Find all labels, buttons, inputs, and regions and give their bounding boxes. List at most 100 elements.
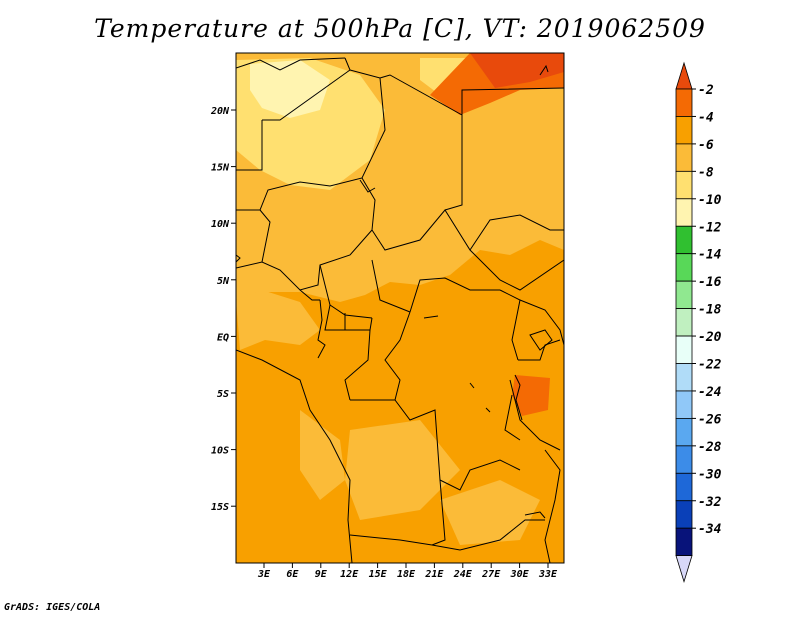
field-zone-warmest-northeast (470, 53, 564, 88)
border-line (409, 277, 500, 313)
legend-swatch (675, 417, 693, 447)
border-line (431, 519, 545, 551)
lake-outline (529, 329, 553, 351)
credit-text: GrADS: IGES/COLA (4, 602, 101, 613)
border-line (518, 339, 561, 361)
border-line (499, 289, 521, 361)
lon-tick-label: 27E (481, 569, 501, 580)
border-line (469, 214, 564, 251)
border-line (371, 259, 411, 313)
lat-tick-label: 15S (211, 502, 229, 513)
border-line (344, 329, 371, 401)
lake-outline (469, 382, 475, 389)
border-line (509, 379, 561, 451)
legend-swatch (675, 472, 693, 502)
legend-label: -8 (698, 165, 714, 180)
lat-tick-label: 20N (210, 106, 230, 117)
field-zone-light-southeast (345, 420, 460, 520)
legend-swatch (675, 116, 693, 145)
border-line (384, 311, 411, 401)
legend-arrow-top (675, 61, 693, 90)
legend-label: -14 (698, 248, 722, 263)
lon-tick-label: 15E (369, 569, 388, 580)
border-line (539, 64, 549, 76)
legend-swatch (675, 308, 693, 337)
legend-label: -32 (698, 495, 722, 510)
lat-tick-label: 10N (211, 219, 230, 230)
legend-swatch (675, 335, 693, 364)
border-line (319, 264, 373, 319)
lon-tick-label: 30E (510, 569, 530, 580)
lon-tick-label: 33E (538, 569, 558, 580)
legend-label: -22 (698, 358, 722, 373)
legend-swatch (675, 198, 693, 227)
border-line (259, 209, 271, 263)
legend-swatch (675, 88, 693, 117)
legend-label: -10 (698, 193, 722, 208)
legend-swatch (675, 280, 693, 309)
legend-swatch (675, 445, 693, 474)
lon-tick-label: 3E (257, 569, 271, 580)
border-line (349, 69, 463, 211)
legend-label: -28 (698, 440, 722, 455)
border-line (236, 229, 373, 291)
longitude-ticks: 3E 6E 9E 12E 15E 18E 21E 24E 27E 30E 33E (257, 563, 558, 580)
lon-tick-label: 21E (424, 569, 444, 580)
legend-swatch (675, 170, 693, 200)
lon-tick-label: 9E (315, 569, 328, 580)
field-zone-light-west (236, 290, 320, 350)
border-line (519, 299, 564, 346)
border-line (461, 87, 564, 115)
lake-outline (485, 407, 491, 413)
lat-tick-label: 10S (211, 446, 229, 457)
lat-tick-label: EQ (217, 332, 229, 343)
lake-outline (524, 511, 546, 519)
coastline (236, 254, 241, 263)
legend-swatch (675, 500, 693, 529)
legend-label: -24 (698, 385, 722, 400)
country-borders (236, 57, 564, 563)
lon-tick-label: 24E (453, 569, 473, 580)
legend-label: -6 (698, 138, 714, 153)
legend-arrow-bottom (675, 555, 693, 584)
field-zone-warm-east (512, 375, 550, 416)
lat-tick-label: 15N (211, 163, 230, 174)
lon-tick-label: 6E (286, 569, 299, 580)
coastline (317, 299, 326, 359)
coastline (299, 289, 320, 301)
border-line (371, 209, 564, 291)
lon-tick-label: 18E (397, 569, 416, 580)
legend-swatch (675, 390, 693, 419)
legend-label: -20 (698, 330, 722, 345)
latitude-ticks: 20N 15N 10N 5N EQ 5S 10S 15S (210, 106, 236, 513)
border-line (262, 57, 351, 121)
coastline (236, 349, 353, 563)
border-line (361, 177, 376, 231)
lake-outline (423, 315, 439, 319)
border-line (236, 77, 386, 211)
border-line (544, 449, 561, 563)
border-line (236, 57, 346, 71)
lat-tick-label: 5S (217, 389, 229, 400)
lon-tick-label: 12E (340, 569, 359, 580)
legend-label: -12 (698, 220, 722, 235)
border-line (431, 479, 446, 546)
legend-label: -2 (698, 83, 714, 98)
border-line (359, 179, 376, 193)
lake-outline (514, 374, 523, 421)
field-zone-palest (250, 60, 330, 118)
legend-swatch (675, 143, 693, 172)
field-zone-light-east (440, 480, 540, 545)
legend-label: -16 (698, 275, 722, 290)
legend-label: -34 (698, 522, 722, 537)
legend-swatch (675, 527, 693, 557)
legend-label: -18 (698, 303, 722, 318)
legend-label: -26 (698, 412, 722, 427)
lat-tick-label: 5N (217, 276, 230, 287)
map-frame (235, 52, 565, 564)
legend-swatch (675, 363, 693, 392)
legend-swatch (675, 253, 693, 282)
field-zone-light-south (300, 410, 345, 500)
border-line (324, 304, 346, 331)
